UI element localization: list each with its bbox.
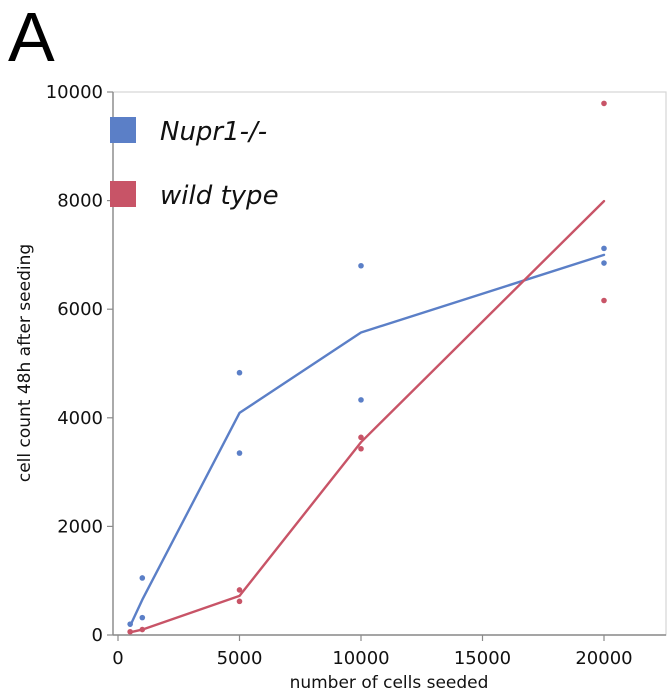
- data-point-nupr1: [236, 450, 243, 456]
- y-tick-label: 6000: [57, 299, 103, 320]
- data-point-nupr1: [358, 397, 364, 403]
- data-point-wild-type: [236, 587, 243, 593]
- panel-label: A: [8, 0, 55, 76]
- legend: Nupr1-/- wild type: [110, 117, 279, 211]
- x-tick-label: 5000: [217, 648, 263, 669]
- data-point-wild-type: [127, 628, 133, 635]
- y-tick-label: 2000: [57, 516, 103, 537]
- legend-swatch-nupr1: [110, 117, 136, 143]
- x-tick-label: 10000: [332, 648, 389, 669]
- data-point-nupr1: [236, 369, 243, 376]
- data-point-wild-type: [601, 297, 607, 304]
- x-axis-ticks: 0 5000 10000 15000 20000: [112, 635, 633, 669]
- data-point-nupr1: [139, 614, 146, 621]
- data-point-nupr1: [139, 575, 146, 581]
- y-tick-label: 10000: [46, 82, 103, 103]
- x-tick-label: 15000: [454, 648, 511, 669]
- y-tick-label: 4000: [57, 408, 103, 429]
- data-point-wild-type: [139, 626, 146, 633]
- plot-area-frame: [112, 91, 667, 636]
- data-point-nupr1: [601, 260, 607, 266]
- x-tick-label: 0: [112, 648, 123, 669]
- series-points: [127, 100, 607, 635]
- x-tick-label: 20000: [575, 648, 632, 669]
- data-point-wild-type: [358, 434, 364, 441]
- series-line-wild-type: [129, 199, 606, 634]
- y-axis-ticks: 0 2000 4000 6000 8000 10000: [46, 82, 113, 646]
- legend-label-nupr1: Nupr1-/-: [160, 117, 267, 147]
- legend-label-wild-type: wild type: [160, 181, 279, 211]
- data-point-wild-type: [236, 598, 243, 605]
- y-tick-label: 8000: [57, 191, 103, 212]
- y-axis-label: cell count 48h after seeding: [15, 244, 35, 482]
- data-point-wild-type: [601, 100, 607, 107]
- y-tick-label: 0: [92, 625, 103, 646]
- data-point-nupr1: [358, 262, 364, 269]
- data-point-nupr1: [127, 621, 133, 627]
- x-axis-label: number of cells seeded: [290, 673, 489, 693]
- series-lines: [129, 199, 606, 634]
- series-line-nupr1: [129, 253, 606, 627]
- legend-swatch-wild-type: [110, 181, 136, 207]
- data-point-wild-type: [358, 445, 364, 452]
- data-point-nupr1: [601, 245, 607, 252]
